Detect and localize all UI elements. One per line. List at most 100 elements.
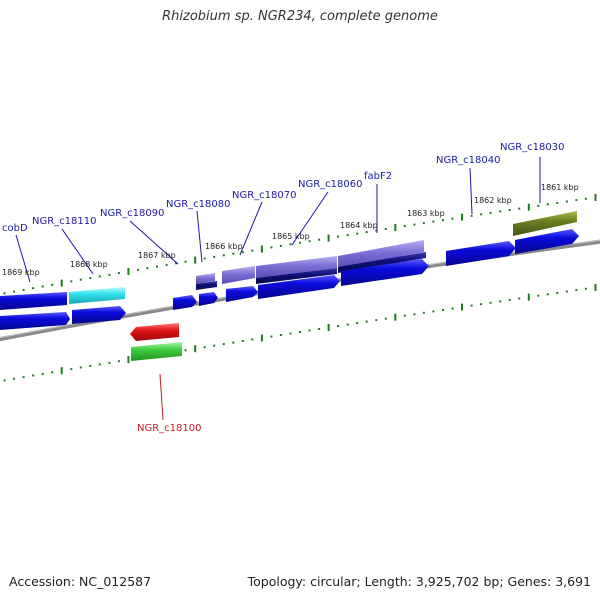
major-tick (60, 279, 63, 287)
minor-tick (375, 229, 378, 232)
minor-tick (308, 240, 311, 243)
minor-tick (546, 203, 549, 206)
minor-tick (232, 341, 235, 344)
minor-tick (289, 243, 292, 246)
gene-NGR_c18030-lower (515, 229, 579, 254)
minor-tick (451, 217, 454, 220)
scale-label: 1869 kbp (2, 268, 40, 277)
minor-tick (184, 260, 187, 263)
minor-tick (213, 344, 216, 347)
minor-tick (89, 364, 92, 367)
gene-label[interactable]: fabF2 (364, 171, 392, 182)
minor-tick (146, 267, 149, 270)
gene-label[interactable]: NGR_c18060 (298, 179, 363, 190)
gene-label[interactable]: NGR_c18080 (166, 199, 231, 210)
minor-tick (279, 334, 282, 336)
minor-tick (518, 297, 521, 300)
gene-label[interactable]: NGR_c18100 (137, 423, 202, 434)
major-tick (194, 256, 197, 264)
gene-NGR_c18060 (258, 275, 340, 299)
leader-NGR_c18110 (61, 228, 94, 275)
minor-tick (137, 268, 139, 271)
major-tick (260, 334, 263, 342)
gene-label[interactable]: NGR_c18110 (32, 216, 97, 227)
minor-tick (556, 291, 559, 294)
major-tick (594, 283, 597, 291)
minor-tick (422, 222, 425, 225)
minor-tick (232, 252, 235, 255)
minor-tick (584, 287, 587, 290)
scale-label: 1867 kbp (138, 251, 176, 260)
gene-NGR_c18110-lower (72, 306, 126, 324)
gene-label[interactable]: NGR_c18070 (232, 190, 297, 201)
gene-NGR_c18070-top (222, 266, 255, 284)
gene-NGR_c18080-top (196, 273, 215, 284)
minor-tick (13, 290, 16, 293)
minor-tick (184, 349, 187, 352)
leader-NGR_c18080 (196, 210, 203, 263)
minor-tick (356, 232, 359, 235)
gene-NGR_c18100 (131, 342, 182, 361)
major-tick (60, 367, 63, 375)
gene-label[interactable]: NGR_c18030 (500, 142, 565, 153)
gene-NGR_c18060-top (256, 256, 337, 278)
gene-label[interactable]: NGR_c18090 (100, 208, 165, 219)
minor-tick (241, 251, 244, 254)
major-tick (127, 268, 130, 275)
leader-NGR_c18070 (239, 201, 263, 256)
minor-tick (41, 372, 44, 375)
minor-tick (270, 335, 273, 338)
label-leader-lines (15, 157, 541, 283)
minor-tick (175, 262, 178, 265)
scale-label: 1865 kbp (272, 232, 310, 241)
major-tick (260, 245, 263, 253)
minor-tick (413, 223, 416, 226)
major-tick (194, 345, 197, 353)
gene-NGR_c18060-strip (256, 268, 337, 284)
gene-NGR_c18100-red (130, 323, 179, 341)
minor-tick (575, 289, 578, 292)
minor-tick (279, 244, 282, 247)
leader-NGR_c18040 (469, 167, 473, 215)
minor-tick (13, 377, 16, 380)
scale-ticks-upper (3, 193, 597, 295)
major-tick (327, 324, 330, 331)
minor-tick (337, 325, 340, 327)
minor-tick (470, 214, 473, 217)
scale-label: 1862 kbp (474, 196, 512, 205)
minor-tick (108, 361, 111, 364)
minor-tick (508, 298, 511, 301)
minor-tick (299, 241, 301, 244)
minor-tick (565, 200, 568, 203)
gene-label[interactable]: NGR_c18040 (436, 155, 501, 166)
minor-tick (584, 197, 587, 200)
minor-tick (356, 322, 359, 325)
gene-NGR_c18090 (173, 295, 197, 310)
gene-label[interactable]: cobD (2, 223, 28, 234)
minor-tick (537, 294, 540, 297)
minor-tick (337, 235, 340, 238)
minor-tick (222, 343, 225, 346)
minor-tick (403, 314, 406, 317)
minor-tick (499, 210, 502, 213)
minor-tick (308, 329, 311, 332)
minor-tick (22, 288, 25, 291)
minor-tick (117, 360, 120, 363)
minor-tick (489, 211, 492, 214)
leader-cobD (15, 234, 31, 283)
minor-tick (556, 201, 559, 204)
minor-tick (241, 340, 244, 343)
gene-features (0, 211, 579, 361)
gene-NGR_c18080-strip (196, 281, 217, 290)
gene-NGR_c18030 (513, 211, 577, 236)
minor-tick (79, 366, 82, 369)
map-title: Rhizobium sp. NGR234, complete genome (162, 9, 438, 24)
gene-fabF2-strip (338, 252, 426, 273)
minor-tick (537, 204, 540, 207)
minor-tick (203, 257, 206, 260)
minor-tick (375, 319, 378, 322)
leader-NGR_c18060 (291, 191, 329, 246)
minor-tick (480, 213, 483, 216)
minor-tick (575, 199, 578, 202)
